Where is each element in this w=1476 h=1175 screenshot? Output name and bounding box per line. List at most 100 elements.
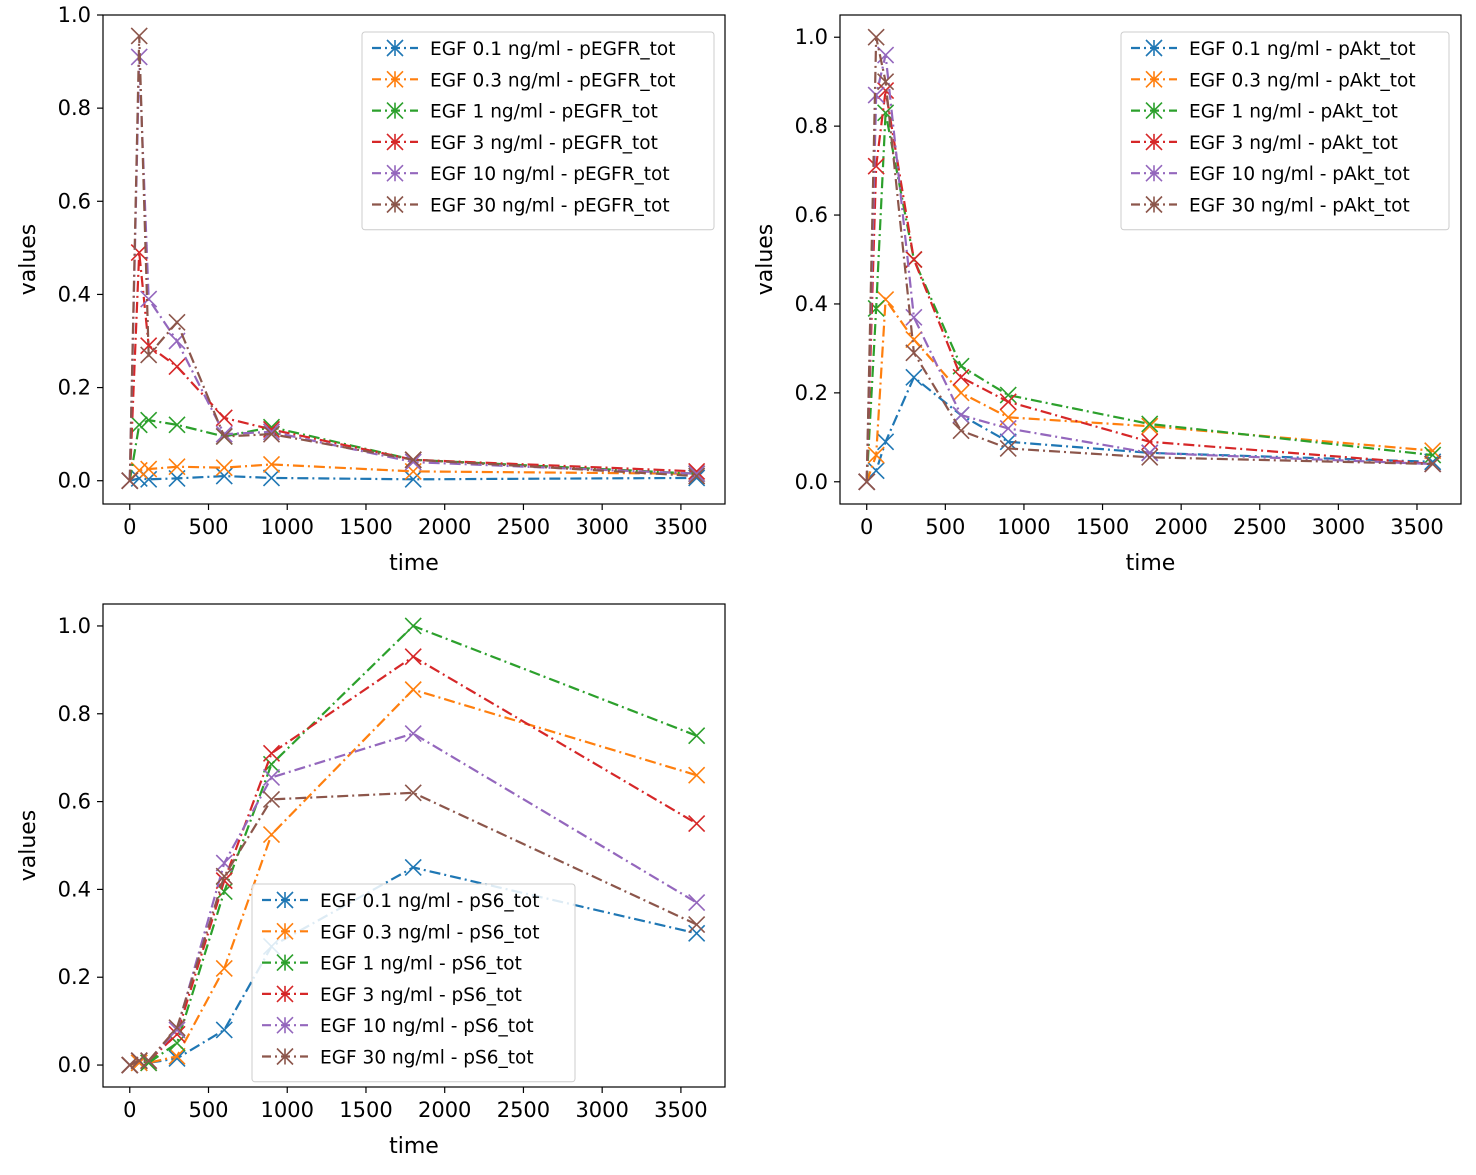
legend-label: EGF 3 ng/ml - pAkt_tot	[1189, 133, 1398, 154]
data-point	[130, 416, 148, 434]
x-axis-label: time	[1126, 551, 1176, 576]
data-point	[1141, 448, 1159, 466]
legend-label: EGF 0.1 ng/ml - pAkt_tot	[1189, 39, 1416, 60]
x-tick-label: 1500	[339, 515, 392, 539]
data-point	[688, 467, 706, 485]
data-point	[999, 386, 1017, 404]
legend-label: EGF 0.1 ng/ml - pS6_tot	[320, 891, 539, 912]
data-point	[404, 470, 422, 488]
data-point	[262, 744, 281, 762]
legend-marker	[1145, 195, 1163, 214]
y-tick-label: 0.0	[58, 469, 91, 493]
data-point	[905, 344, 923, 362]
chart-3: 0 500 1000 1500 2000 2500 3000 3500 0.0 0.2 0.4 0.6…	[16, 603, 726, 1159]
y-tick-label: 0.0	[58, 1053, 91, 1077]
data-point	[877, 104, 895, 122]
data-point	[404, 648, 422, 666]
data-point	[168, 1034, 186, 1052]
data-point	[999, 393, 1017, 411]
legend-marker	[386, 164, 404, 182]
data-point	[130, 27, 148, 45]
data-point	[262, 425, 281, 443]
data-point	[262, 469, 281, 487]
legend-marker	[1145, 133, 1163, 151]
series-line	[865, 112, 1433, 482]
y-tick-label: 0.8	[58, 702, 91, 726]
x-axis-label: time	[389, 1134, 439, 1159]
data-point	[215, 872, 233, 890]
y-tick-label: 0.2	[58, 965, 91, 989]
data-point	[168, 416, 186, 434]
data-point	[1424, 446, 1442, 464]
y-tick-label: 0.2	[795, 381, 828, 405]
legend-label: EGF 0.3 ng/ml - pEGFR_tot	[430, 70, 676, 91]
data-point	[999, 419, 1017, 437]
data-point	[262, 768, 281, 787]
x-tick-label: 2500	[497, 1098, 550, 1122]
data-point	[121, 1056, 139, 1074]
x-axis-label: time	[389, 551, 439, 576]
legend-marker	[386, 133, 404, 151]
x-tick-label: 2000	[1154, 515, 1207, 539]
x-tick-label: 500	[188, 515, 228, 539]
x-tick-label: 3000	[575, 515, 628, 539]
x-tick-label: 2500	[1233, 515, 1286, 539]
legend-label: EGF 3 ng/ml - pEGFR_tot	[430, 133, 658, 154]
y-axis-label: values	[16, 810, 41, 882]
x-tick-label: 3500	[654, 1098, 707, 1122]
legend-marker	[276, 922, 294, 940]
y-tick-label: 0.8	[58, 96, 91, 120]
data-point	[688, 462, 706, 480]
data-point	[215, 427, 233, 446]
legend-marker	[276, 1047, 294, 1066]
data-point	[688, 766, 706, 784]
series-line	[128, 35, 697, 481]
data-point	[140, 411, 158, 429]
data-point	[168, 1047, 186, 1065]
data-point	[215, 459, 233, 477]
legend-label: EGF 3 ng/ml - pS6_tot	[320, 985, 522, 1006]
data-point	[262, 790, 281, 808]
data-point	[877, 73, 895, 91]
data-point	[404, 681, 422, 699]
data-point	[215, 867, 233, 885]
data-point	[688, 915, 706, 934]
data-point	[140, 1052, 158, 1070]
legend: EGF 0.1 ng/ml - pAkt_tot EGF 0.3 ng/ml - …	[1120, 31, 1450, 231]
x-tick-label: 1500	[339, 1098, 392, 1122]
legend-label: EGF 30 ng/ml - pEGFR_tot	[430, 196, 670, 217]
data-point	[858, 473, 876, 491]
data-point	[168, 358, 186, 376]
data-point	[404, 858, 422, 877]
x-tick-label: 2000	[418, 515, 471, 539]
x-tick-label: 500	[188, 1098, 228, 1122]
data-point	[215, 1021, 233, 1039]
legend-marker	[1145, 39, 1163, 57]
x-tick-label: 2000	[418, 1098, 471, 1122]
series-line	[129, 791, 698, 1067]
legend-label: EGF 0.1 ng/ml - pEGFR_tot	[430, 39, 676, 60]
data-point	[262, 825, 281, 844]
data-point	[867, 28, 885, 46]
x-tick-label: 1500	[1076, 515, 1129, 539]
y-tick-label: 0.6	[58, 189, 91, 213]
data-point	[404, 451, 422, 469]
data-point	[1424, 442, 1442, 460]
x-tick-label: 3500	[1390, 515, 1443, 539]
data-point	[867, 446, 885, 464]
chart-1: 0 500 1000 1500 2000 2500 3000 3500 0.0 0.2 0.4 0.6…	[16, 3, 726, 576]
series-line	[865, 36, 1433, 482]
y-tick-label: 0.6	[58, 790, 91, 814]
data-point	[999, 439, 1017, 457]
data-point	[168, 458, 186, 476]
y-tick-label: 1.0	[58, 3, 91, 27]
data-point	[952, 368, 970, 386]
data-point	[1141, 417, 1159, 435]
series-line	[865, 54, 1433, 482]
legend-box	[1120, 31, 1450, 231]
axes-frame	[102, 603, 726, 1088]
series-line	[129, 655, 698, 1067]
data-point	[688, 894, 706, 912]
y-tick-label: 0.4	[58, 877, 91, 901]
